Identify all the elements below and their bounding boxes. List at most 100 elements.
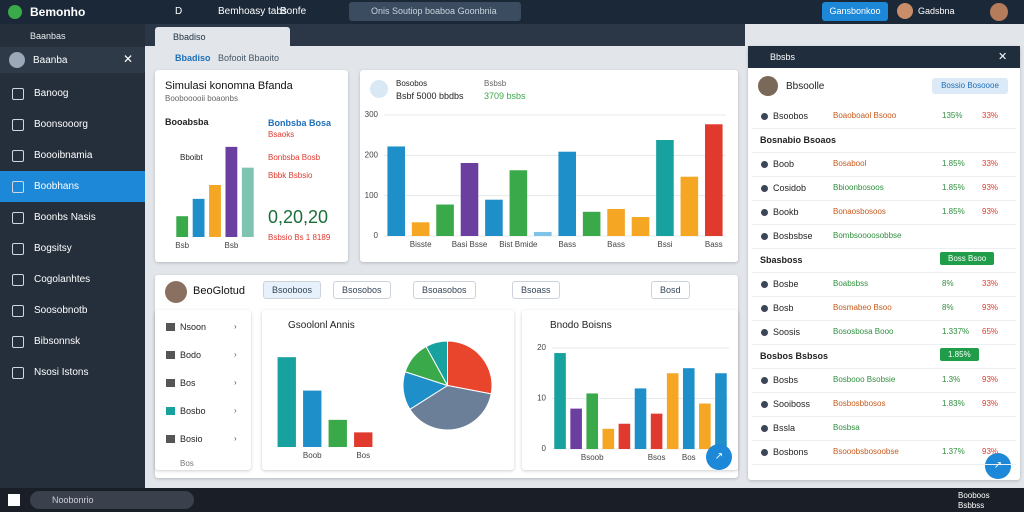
card-sub: Bsbf 5000 bbdbs	[396, 91, 464, 101]
nav-item[interactable]: Boobhans	[34, 181, 80, 192]
y-tick-label: 20	[537, 343, 546, 352]
nav-item[interactable]: Cogolanhtes	[34, 274, 91, 285]
bar-chart: 0 10 20 Bsoob Bsos Bos	[537, 343, 729, 462]
subtab[interactable]: Bbadiso	[175, 53, 211, 63]
nav-icon	[12, 150, 24, 162]
nav-item[interactable]: Nsosi Istons	[34, 367, 89, 378]
row-value: 93%	[982, 183, 999, 192]
toolbar-button[interactable]: Bsoass	[512, 281, 560, 299]
x-tick-label: Bass	[607, 240, 625, 249]
x-tick-label: Bssi	[657, 240, 672, 249]
search-box[interactable]: Onis Soutiop boaboa Goonbnia	[349, 2, 521, 21]
tab[interactable]	[155, 27, 290, 46]
toolbar-button[interactable]: Bsoasobos	[413, 281, 476, 299]
nav-item[interactable]: Boonsooorg	[34, 119, 88, 130]
nav-item[interactable]: Bogsitsy	[34, 243, 72, 254]
row-icon	[761, 377, 768, 384]
tab-label[interactable]: Bbadiso	[173, 32, 206, 42]
chevron[interactable]: ›	[234, 434, 237, 443]
x-tick-label: Bist Bmide	[499, 240, 538, 249]
close-icon[interactable]: ✕	[998, 51, 1008, 63]
bar	[509, 170, 528, 236]
start-button[interactable]	[8, 494, 20, 506]
row-desc: Bososbosa Booo	[833, 327, 894, 336]
x-tick-label: Bsb	[225, 241, 239, 250]
close-icon[interactable]: ✕	[123, 52, 134, 66]
row-value: 1.83%	[942, 399, 965, 408]
bar	[704, 124, 723, 236]
toolbar-button[interactable]: Bosd	[651, 281, 690, 299]
row-name: Cosidob	[773, 183, 807, 193]
nav-item[interactable]: Banoog	[34, 88, 69, 99]
stat-line: Bbbk Bsbsio	[268, 171, 313, 180]
bar	[666, 373, 679, 449]
bar	[634, 388, 647, 449]
section-heading: Bosbos Bsbsos	[760, 351, 829, 361]
divider	[752, 176, 1016, 177]
bar-chart: Boob Bos	[277, 357, 373, 460]
chevron[interactable]: ›	[234, 322, 237, 331]
nav-item[interactable]: Soosobnotb	[34, 305, 88, 316]
user-name[interactable]: Gadsbna	[918, 6, 955, 16]
divider	[752, 272, 1016, 273]
row-icon	[761, 113, 768, 120]
subtab[interactable]: Bofooit Bbaoito	[218, 53, 280, 63]
x-tick-label: Bass	[558, 240, 576, 249]
stat-line: Bonbsba Bosb	[268, 153, 321, 162]
top-button[interactable]: Gansbonkoo	[822, 2, 888, 21]
chevron[interactable]: ›	[234, 378, 237, 387]
nav-icon	[12, 88, 24, 100]
avatar	[9, 52, 25, 68]
card-title: Gsoolonl Annis	[288, 320, 355, 331]
divider	[752, 440, 1016, 441]
row-icon	[761, 449, 768, 456]
nav-item[interactable]: Bibsonnsk	[34, 336, 81, 347]
row-name: Boob	[773, 159, 795, 169]
list-item[interactable]: Nsoon	[180, 322, 207, 332]
fab[interactable]: ↗	[985, 453, 1011, 479]
list-item[interactable]: Bos	[180, 378, 196, 388]
row-value: 93%	[982, 399, 999, 408]
list-item[interactable]: Bodo	[180, 350, 202, 360]
nav-item[interactable]: Boonbs Nasis	[34, 212, 96, 223]
bar	[485, 199, 503, 236]
divider	[752, 344, 1016, 345]
row-desc: Bbioonbosoos	[833, 183, 884, 192]
chevron[interactable]: ›	[234, 406, 237, 415]
row-desc: Bosbooo Bsobsie	[833, 375, 896, 384]
bar	[328, 419, 347, 447]
bar	[586, 393, 599, 449]
nav-item[interactable]: Boooibnamia	[34, 150, 93, 161]
nav-icon	[12, 243, 24, 255]
profile-button[interactable]: Bossio Bosoooe	[932, 78, 1008, 94]
user-name[interactable]: Baanba	[33, 55, 68, 66]
task-search[interactable]: Noobonrio	[30, 491, 194, 509]
avatar	[758, 76, 778, 96]
menu-item[interactable]: Bemhoasy tabs	[218, 6, 287, 17]
chevron[interactable]: ›	[234, 350, 237, 359]
row-name: Bosbs	[773, 375, 799, 385]
row-icon	[761, 209, 768, 216]
fab[interactable]: ↗	[706, 444, 732, 470]
toolbar-button[interactable]: Bsooboos	[263, 281, 322, 299]
menu-item[interactable]: Bonfe	[280, 6, 307, 17]
nav-icon	[12, 305, 24, 317]
bar	[176, 216, 189, 237]
row-value: 1.337%	[942, 327, 970, 336]
nav-icon	[12, 274, 24, 286]
profile-name: Bbsoolle	[786, 81, 825, 92]
list-icon	[166, 379, 175, 387]
date: Bsbbss	[958, 501, 985, 510]
toolbar-button[interactable]: Bsosobos	[333, 281, 391, 299]
row-value: 8%	[942, 303, 954, 312]
menu-item[interactable]: D	[175, 6, 183, 17]
list-item[interactable]: Bosbo	[180, 406, 206, 416]
avatar	[990, 3, 1008, 21]
list-card	[155, 310, 251, 470]
logo[interactable]: Bemonho	[30, 5, 86, 19]
nav-icon	[12, 212, 24, 224]
row-name: Bosbsbse	[773, 231, 813, 241]
row-icon	[761, 185, 768, 192]
list-item[interactable]: Bosio	[180, 434, 203, 444]
divider	[752, 392, 1016, 393]
